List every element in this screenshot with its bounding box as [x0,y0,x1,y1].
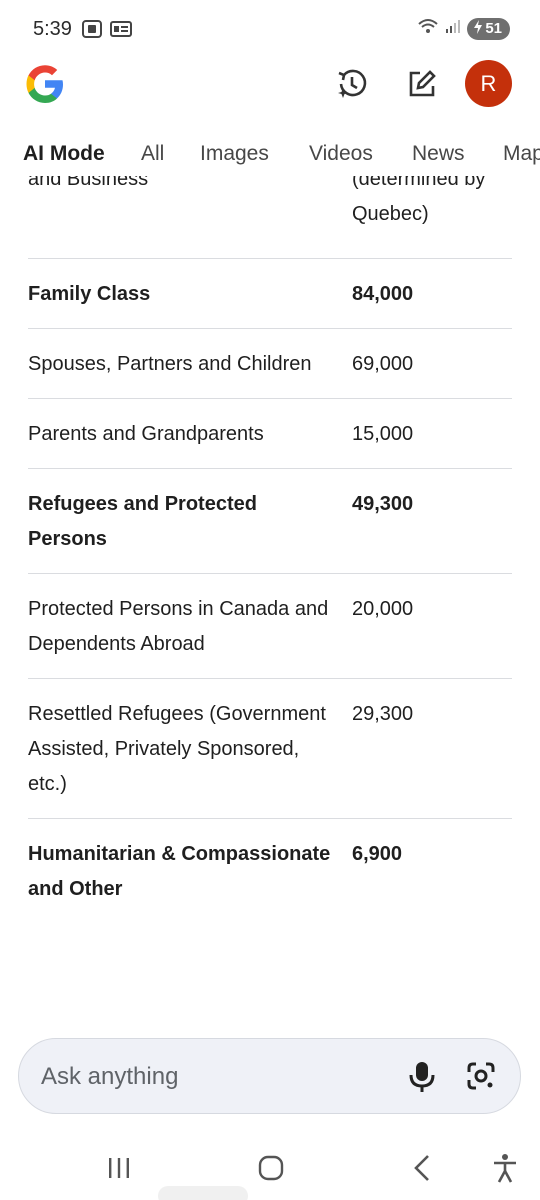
table-cell-value: 69,000 [352,353,414,375]
accessibility-icon[interactable] [492,1153,518,1188]
table-row: Humanitarian & Compassionate and Other 6… [28,819,512,923]
header: R [0,56,540,116]
ask-anything-bar[interactable]: Ask anything [18,1038,521,1114]
tab-maps[interactable]: Maps [503,142,540,165]
charging-icon [473,19,483,38]
table-cell-category: Resettled Refugees (Government Assisted,… [28,703,326,795]
table-cell-value: 6,900 [352,843,403,865]
table-cell-value: (determined by Quebec) [352,176,485,232]
table-cell-category: Protected Persons in Canada and Dependen… [28,598,329,655]
table-cell-value-line: (determined by [352,176,486,190]
table-cell-value: 29,300 [352,703,414,725]
table-cell-category: Spouses, Partners and Children [28,353,312,375]
system-nav-bar [0,1140,540,1200]
table-cell-category: Family Class [28,283,151,305]
tab-news[interactable]: News [412,142,465,165]
table-cell-value-line: Quebec) [352,203,429,225]
ai-answer-content: and Business (determined by Quebec) Fami… [28,176,512,1016]
tab-all[interactable]: All [141,142,165,165]
signal-icon [445,18,461,39]
table-row: Parents and Grandparents 15,000 [28,399,512,469]
bottom-tab-peek [158,1186,248,1200]
home-icon[interactable] [258,1155,284,1186]
wifi-icon [417,17,439,40]
search-input[interactable]: Ask anything [41,1063,179,1090]
tab-images[interactable]: Images [200,142,269,165]
table-row: and Business (determined by Quebec) [28,176,512,259]
table-cell-value: 84,000 [352,283,414,305]
recents-icon[interactable] [106,1156,132,1185]
table-row: Spouses, Partners and Children 69,000 [28,329,512,399]
google-lens-icon[interactable] [466,1061,496,1096]
status-bar: 5:39 51 [0,0,540,60]
table-row: Family Class 84,000 [28,259,512,329]
table-cell-value: 49,300 [352,493,414,515]
table-cell-category: and Business [28,176,149,190]
edit-icon[interactable] [402,64,442,104]
account-avatar[interactable]: R [465,60,512,107]
status-system-icons: 51 [417,17,510,40]
table-row: Protected Persons in Canada and Dependen… [28,574,512,679]
table-cell-value: 20,000 [352,598,414,620]
table-row: Resettled Refugees (Government Assisted,… [28,679,512,819]
tab-videos[interactable]: Videos [309,142,373,165]
table-row: Refugees and Protected Persons 49,300 [28,469,512,574]
status-notification-icons [82,20,132,43]
google-logo[interactable] [23,62,67,106]
status-time: 5:39 [33,18,72,40]
id-card-icon [110,20,132,43]
tab-ai-mode[interactable]: AI Mode [23,142,105,165]
table-cell-value: 15,000 [352,423,414,445]
screenshot-icon [82,20,102,43]
table-cell-category: Humanitarian & Compassionate and Other [28,843,331,900]
history-sparkle-icon[interactable] [332,64,372,104]
back-icon[interactable] [410,1154,434,1187]
search-tabs: AI Mode All Images Videos News Maps [0,132,540,180]
table-cell-category: Refugees and Protected Persons [28,493,257,550]
battery-level: 51 [485,20,502,37]
battery-indicator: 51 [467,17,510,40]
immigration-levels-table: and Business (determined by Quebec) Fami… [28,176,512,923]
table-cell-category: Parents and Grandparents [28,423,264,445]
mic-icon[interactable] [408,1061,436,1098]
